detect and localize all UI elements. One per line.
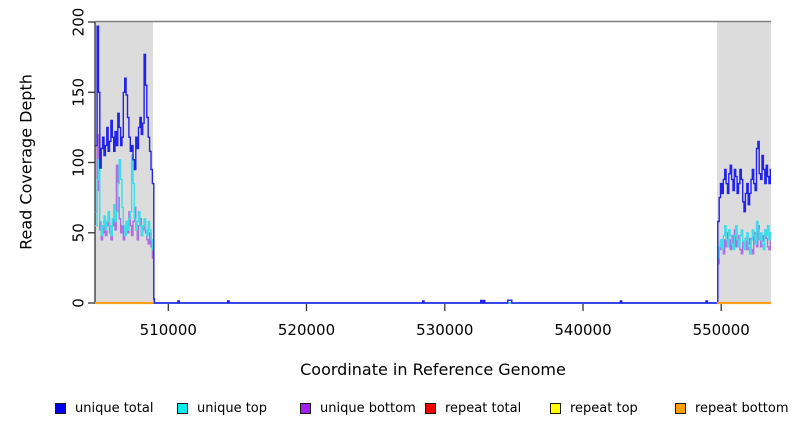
y-tick-label: 50 [70, 223, 88, 242]
legend-item-repeat-top: repeat top [550, 399, 638, 417]
y-tick-label: 200 [70, 8, 88, 37]
x-axis-label: Coordinate in Reference Genome [300, 360, 566, 379]
legend-item-repeat-total: repeat total [425, 399, 521, 417]
legend-marker-repeat-top [550, 402, 561, 414]
y-tick-label: 100 [70, 148, 88, 177]
legend-marker-unique-top [177, 402, 188, 414]
legend-label: unique top [197, 400, 268, 416]
x-tick-label: 550000 [693, 321, 750, 339]
legend-label: repeat bottom [695, 400, 789, 416]
legend-label: repeat top [570, 400, 638, 416]
series-line-unique-top [95, 154, 771, 304]
y-tick-label: 0 [70, 298, 88, 308]
x-tick-label: 540000 [554, 321, 611, 339]
legend-marker-unique-bottom [300, 402, 311, 414]
y-tick-label: 150 [70, 78, 88, 107]
legend-item-unique-total: unique total [55, 399, 153, 417]
legend-label: repeat total [445, 400, 522, 416]
series-line-unique-bottom [95, 133, 771, 304]
legend-item-unique-bottom: unique bottom [300, 399, 416, 417]
x-tick-label: 510000 [140, 321, 197, 339]
legend-label: unique bottom [320, 400, 416, 416]
y-axis-label: Read Coverage Depth [16, 74, 36, 250]
x-tick-label: 530000 [416, 321, 473, 339]
legend-marker-unique-total [55, 402, 66, 414]
x-tick-label: 520000 [278, 321, 335, 339]
legend-item-unique-top: unique top [177, 399, 267, 417]
legend-item-repeat-bottom: repeat bottom [675, 399, 789, 417]
legend-label: unique total [75, 400, 154, 416]
chart-legend: unique total unique top unique bottom repea… [0, 399, 792, 419]
legend-marker-repeat-bottom [675, 402, 686, 414]
legend-marker-repeat-total [425, 402, 436, 414]
series-line-unique-total [95, 25, 771, 304]
